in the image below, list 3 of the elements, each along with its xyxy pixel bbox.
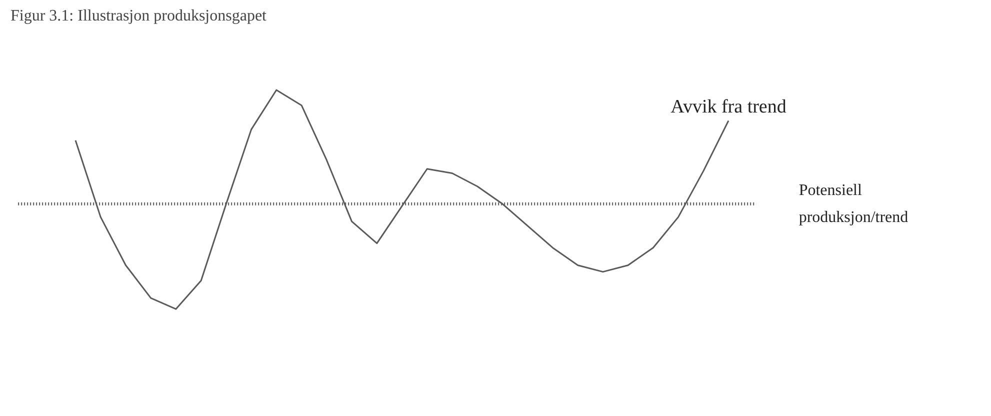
ref-line-label: Potensiell produksjon/trend <box>798 182 908 226</box>
chart-title: Figur 3.1: Illustrasjon produksjonsgapet <box>10 8 268 24</box>
series-label: Avvik fra trend <box>670 96 787 118</box>
